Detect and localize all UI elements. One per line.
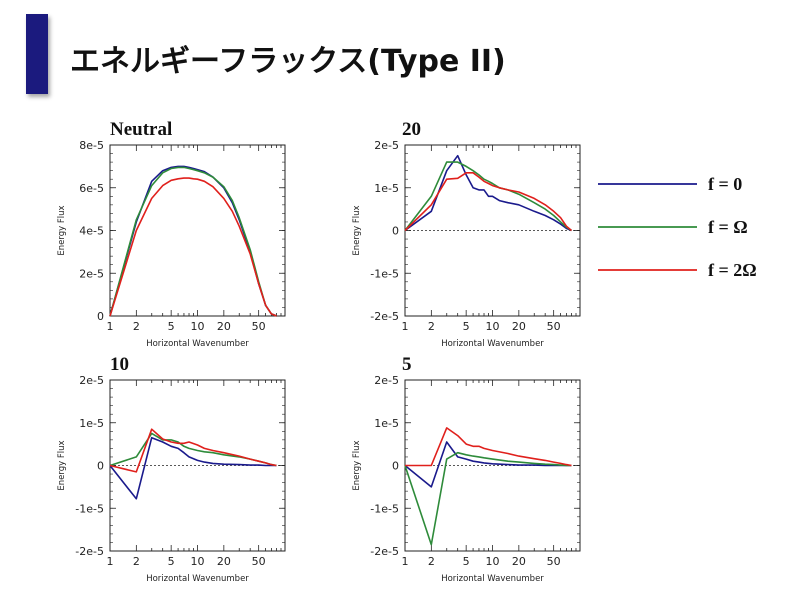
series-line-f- — [109, 432, 277, 467]
legend-label: f = 0 — [708, 174, 742, 194]
x-tick-label: 10 — [191, 320, 205, 333]
series-line-f-2- — [405, 427, 572, 467]
legend: f = 0 f = Ω f = 2Ω — [598, 174, 757, 280]
y-tick-label: 2e-5 — [79, 374, 104, 387]
x-tick-label: 50 — [547, 555, 561, 568]
x-tick-label: 20 — [512, 555, 526, 568]
x-axis-label: Horizontal Wavenumber — [441, 574, 544, 584]
y-tick-label: 0 — [392, 460, 399, 473]
y-tick-label: -1e-5 — [370, 267, 399, 280]
x-tick-label: 10 — [486, 320, 500, 333]
x-tick-label: 5 — [168, 555, 175, 568]
y-axis-label: Energy Flux — [57, 440, 67, 490]
y-tick-label: -2e-5 — [75, 545, 104, 558]
chart-panel-3: 5 1 2 5 10 20 50 -2e-5 -1e-5 0 1e-5 2e-5 Horizontal … — [352, 354, 581, 584]
y-axis-label: Energy Flux — [57, 205, 67, 255]
x-axis-label: Horizontal Wavenumber — [441, 339, 544, 349]
series-line-f- — [404, 451, 572, 546]
series-line-f-2- — [109, 428, 277, 473]
y-tick-label: 2e-5 — [374, 139, 399, 152]
panel-title: 10 — [110, 354, 129, 375]
x-axis-label: Horizontal Wavenumber — [146, 339, 249, 349]
y-axis-label: Energy Flux — [352, 440, 362, 490]
x-tick-label: 2 — [133, 320, 140, 333]
series-line-f-0 — [404, 154, 572, 232]
x-tick-label: 1 — [402, 320, 409, 333]
x-axis-label: Horizontal Wavenumber — [146, 574, 249, 584]
x-tick-label: 1 — [402, 555, 409, 568]
x-tick-label: 1 — [107, 555, 114, 568]
series-line-f-0 — [109, 436, 277, 500]
y-tick-label: 2e-5 — [374, 374, 399, 387]
panel-title: 5 — [402, 354, 412, 375]
title-accent-bar — [26, 14, 48, 94]
chart-panel-2: 10 1 2 5 10 20 50 -2e-5 -1e-5 0 1e-5 2e-5 Horizontal… — [57, 354, 286, 584]
panel-title: Neutral — [110, 119, 172, 140]
x-tick-label: 10 — [191, 555, 205, 568]
y-axis-label: Energy Flux — [352, 205, 362, 255]
legend-label: f = 2Ω — [708, 260, 757, 280]
y-tick-label: 0 — [392, 225, 399, 238]
y-tick-label: -2e-5 — [370, 545, 399, 558]
x-tick-label: 20 — [217, 320, 231, 333]
chart-panel-0: Neutral 1 2 5 10 20 50 0 2e-5 4e-5 6e-5 8e-5 Horizon… — [57, 119, 286, 349]
y-tick-label: 8e-5 — [79, 139, 104, 152]
chart-panel-1: 20 1 2 5 10 20 50 -2e-5 -1e-5 0 1e-5 2e-5 Horizontal… — [352, 119, 581, 349]
y-tick-label: 0 — [97, 310, 104, 323]
series-line-f- — [404, 161, 572, 232]
y-tick-label: -1e-5 — [370, 502, 399, 515]
series-line-f-0 — [109, 165, 277, 317]
x-tick-label: 50 — [252, 320, 266, 333]
x-tick-label: 50 — [252, 555, 266, 568]
y-tick-label: 1e-5 — [374, 182, 399, 195]
y-tick-label: 1e-5 — [79, 417, 104, 430]
x-tick-label: 2 — [133, 555, 140, 568]
panel-title: 20 — [402, 119, 421, 140]
legend-label: f = Ω — [708, 217, 748, 237]
x-tick-label: 10 — [486, 555, 500, 568]
x-tick-label: 5 — [463, 555, 470, 568]
y-tick-label: 4e-5 — [79, 225, 104, 238]
x-tick-label: 20 — [217, 555, 231, 568]
x-tick-label: 1 — [107, 320, 114, 333]
series-line-f- — [109, 166, 277, 317]
x-tick-label: 20 — [512, 320, 526, 333]
y-tick-label: 2e-5 — [79, 267, 104, 280]
series-line-f-2- — [404, 172, 573, 232]
x-tick-label: 50 — [547, 320, 561, 333]
y-tick-label: 6e-5 — [79, 182, 104, 195]
y-tick-label: 1e-5 — [374, 417, 399, 430]
slide-title: エネルギーフラックス(Type II) — [70, 44, 506, 79]
y-tick-label: -1e-5 — [75, 502, 104, 515]
y-tick-label: 0 — [97, 460, 104, 473]
y-tick-label: -2e-5 — [370, 310, 399, 323]
x-tick-label: 2 — [428, 555, 435, 568]
x-tick-label: 5 — [463, 320, 470, 333]
series-line-f-2- — [109, 177, 277, 317]
x-tick-label: 5 — [168, 320, 175, 333]
x-tick-label: 2 — [428, 320, 435, 333]
